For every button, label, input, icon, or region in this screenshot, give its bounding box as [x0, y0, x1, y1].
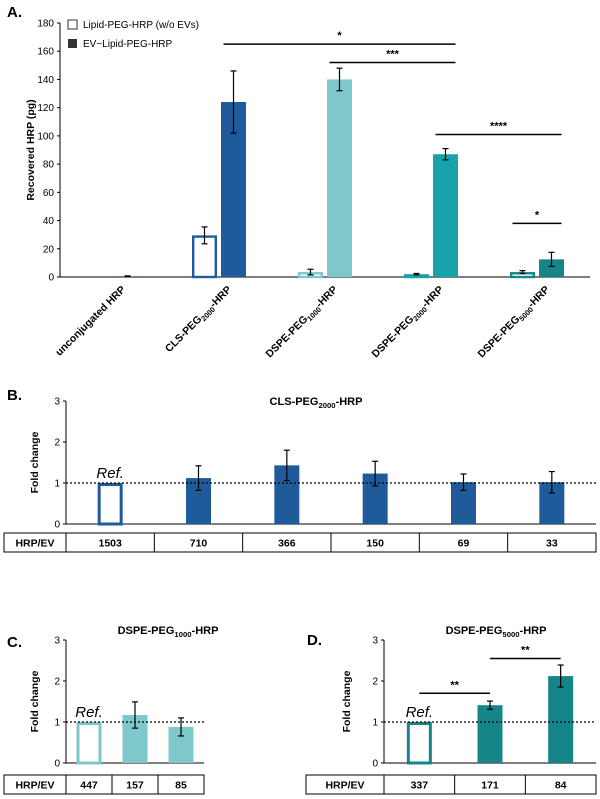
- bar-d-ref: [406, 722, 432, 765]
- bar-c-ref: [76, 722, 102, 765]
- x-tick-label-a-main: DSPE-PEG: [264, 313, 311, 360]
- x-tick-label-a-main: DSPE-PEG: [370, 313, 417, 360]
- chart-title-c-tail: -HRP: [192, 625, 219, 637]
- y-tick-label-b: 2: [54, 438, 60, 449]
- significance-label-a: ****: [490, 120, 508, 132]
- table-c: [3, 774, 205, 795]
- chart-title-c-sub: 1000: [174, 630, 191, 639]
- table-header-c: HRP/EV: [15, 780, 54, 792]
- x-tick-label-a-main: DSPE-PEG: [476, 313, 523, 360]
- x-tick-label-a: CLS-PEG2000-HRP: [163, 284, 235, 356]
- y-tick-label-d: 0: [372, 759, 378, 770]
- chart-title-d-main: DSPE-PEG: [446, 625, 503, 637]
- y-tick-label-a: 100: [37, 131, 54, 142]
- chart-title-b-tail: -HRP: [336, 396, 363, 408]
- y-tick-label-a: 120: [37, 103, 54, 114]
- y-tick-label-b: 1: [54, 479, 60, 490]
- significance-label-d: **: [450, 679, 459, 691]
- bar-a-filled: [327, 79, 352, 277]
- x-tick-label-a-tail: -HRP: [419, 284, 446, 311]
- chart-title-c-main: DSPE-PEG: [118, 625, 175, 637]
- significance-label-d: **: [521, 644, 530, 656]
- x-tick-label-a-tail: -HRP: [207, 284, 234, 311]
- chart-title-c: DSPE-PEG1000-HRP: [118, 625, 219, 639]
- x-tick-label-a: DSPE-PEG1000-HRP: [264, 284, 342, 362]
- table-cell-b: 150: [366, 538, 384, 550]
- ref-label-d: Ref.: [406, 704, 434, 721]
- panel-label-c: C.: [7, 634, 22, 651]
- y-tick-label-c: 0: [54, 759, 60, 770]
- bar-a-filled: [539, 259, 564, 277]
- legend-swatch-open: [67, 19, 78, 30]
- y-tick-label-a: 160: [37, 47, 54, 58]
- bar-d: [548, 676, 574, 763]
- y-tick-label-d: 2: [372, 677, 378, 688]
- chart-title-d-tail: -HRP: [520, 625, 547, 637]
- significance-label-a: *: [535, 209, 540, 221]
- y-tick-label-a: 0: [48, 273, 54, 284]
- table-b: [3, 532, 597, 553]
- chart-title-b-main: CLS-PEG: [270, 396, 319, 408]
- y-tick-label-b: 3: [54, 397, 60, 408]
- x-tick-label-a-main: unconjugated HRP: [53, 284, 128, 359]
- y-axis-title-b: Fold change: [29, 431, 41, 493]
- y-tick-label-a: 140: [37, 75, 54, 86]
- table-header-b: HRP/EV: [15, 538, 54, 550]
- table-cell-d: 337: [411, 780, 429, 792]
- bar-a-filled: [433, 154, 458, 277]
- y-axis-title-c: Fold change: [29, 670, 41, 732]
- table-cell-d: 171: [481, 780, 499, 792]
- y-tick-label-c: 2: [54, 677, 60, 688]
- table-cell-c: 157: [126, 780, 144, 792]
- y-tick-label-a: 180: [37, 19, 54, 30]
- panel-label-a: A.: [7, 4, 22, 21]
- table-cell-b: 366: [278, 538, 296, 550]
- panel-label-b: B.: [7, 387, 22, 404]
- table-cell-b: 710: [190, 538, 208, 550]
- ref-label-b: Ref.: [96, 465, 124, 482]
- y-tick-label-a: 40: [43, 216, 55, 227]
- chart-title-d: DSPE-PEG5000-HRP: [446, 625, 547, 639]
- significance-label-a: *: [337, 30, 342, 42]
- table-d: [305, 774, 597, 795]
- y-tick-label-c: 1: [54, 718, 60, 729]
- bar-d: [477, 705, 503, 763]
- chart-title-d-sub: 5000: [502, 630, 519, 639]
- bar-b-ref: [97, 483, 123, 526]
- x-tick-label-a: unconjugated HRP: [53, 284, 128, 359]
- y-tick-label-d: 3: [372, 636, 378, 647]
- significance-label-a: ***: [386, 49, 400, 61]
- x-tick-label-a: DSPE-PEG5000-HRP: [476, 284, 554, 362]
- y-tick-label-a: 20: [43, 244, 55, 255]
- legend-swatch-filled: [68, 39, 77, 48]
- table-cell-b: 33: [546, 538, 558, 550]
- y-tick-label-a: 80: [43, 160, 55, 171]
- legend-label: Lipid-PEG-HRP (w/o EVs): [83, 20, 199, 31]
- panel-label-d: D.: [307, 632, 322, 649]
- y-axis-title-d: Fold change: [341, 670, 353, 732]
- bar-a-open: [404, 274, 430, 279]
- y-axis-title-a: Recovered HRP (pg): [25, 99, 37, 200]
- table-header-d: HRP/EV: [325, 780, 364, 792]
- x-tick-label-a-main: CLS-PEG: [163, 313, 204, 354]
- table-cell-c: 447: [80, 780, 98, 792]
- y-tick-label-c: 3: [54, 636, 60, 647]
- x-tick-label-a-tail: -HRP: [313, 284, 340, 311]
- y-tick-label-a: 60: [43, 188, 55, 199]
- x-tick-label-a: DSPE-PEG2000-HRP: [370, 284, 448, 362]
- table-cell-d: 84: [555, 780, 567, 792]
- y-tick-label-b: 0: [54, 520, 60, 531]
- x-tick-label-a-tail: -HRP: [525, 284, 552, 311]
- legend-label: EV~Lipid-PEG-HRP: [83, 39, 173, 50]
- chart-title-b-sub: 2000: [318, 401, 335, 410]
- table-cell-b: 1503: [98, 538, 122, 550]
- table-cell-b: 69: [458, 538, 470, 550]
- chart-title-b: CLS-PEG2000-HRP: [270, 396, 363, 410]
- y-tick-label-d: 1: [372, 718, 378, 729]
- table-cell-c: 85: [175, 780, 187, 792]
- ref-label-c: Ref.: [75, 704, 103, 721]
